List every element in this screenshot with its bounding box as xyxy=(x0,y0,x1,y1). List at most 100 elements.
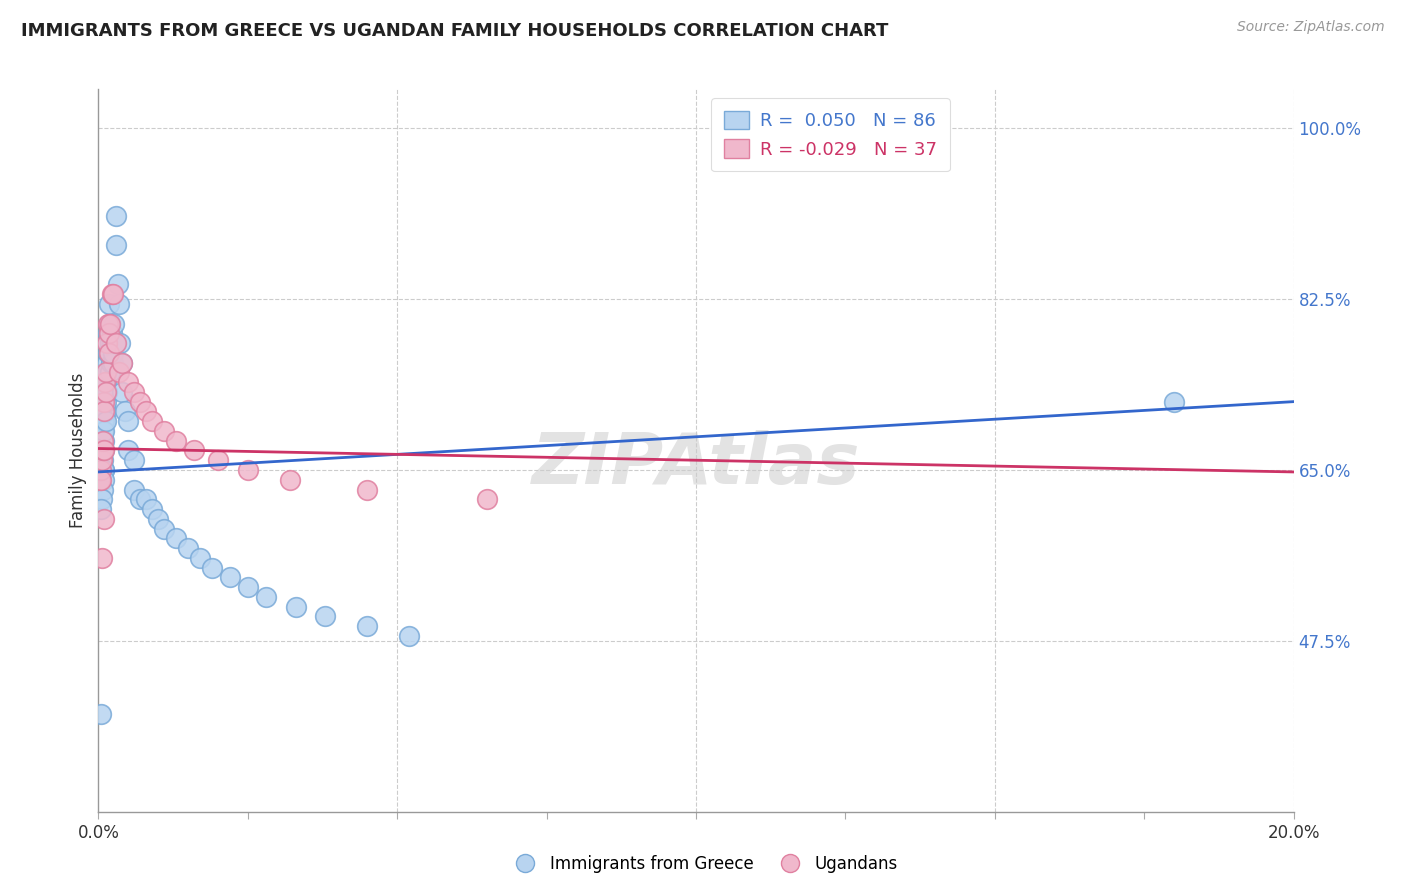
Point xyxy=(236,580,259,594)
Point xyxy=(96,384,118,399)
Point xyxy=(129,492,152,507)
Point xyxy=(98,336,122,351)
Point xyxy=(93,394,115,409)
Point xyxy=(97,346,120,360)
Point xyxy=(96,365,118,379)
Point xyxy=(117,443,139,458)
Point xyxy=(96,336,118,351)
Point xyxy=(124,483,146,497)
Point xyxy=(96,394,118,409)
Point xyxy=(93,463,115,477)
Point xyxy=(97,317,120,331)
Point xyxy=(101,355,124,369)
Point xyxy=(90,473,112,487)
Point xyxy=(1163,394,1185,409)
Point xyxy=(108,365,131,379)
Point xyxy=(124,453,146,467)
Point xyxy=(91,463,114,477)
Point xyxy=(96,414,118,428)
Point xyxy=(100,287,122,301)
Point xyxy=(107,277,129,292)
Point xyxy=(315,609,337,624)
Point xyxy=(93,473,115,487)
Point xyxy=(356,483,378,497)
Point xyxy=(94,384,117,399)
Point xyxy=(93,404,115,418)
Point xyxy=(94,365,117,379)
Point xyxy=(91,443,114,458)
Point xyxy=(165,434,187,448)
Point xyxy=(93,404,115,418)
Point xyxy=(103,317,125,331)
Point xyxy=(135,492,157,507)
Point xyxy=(103,287,125,301)
Point xyxy=(91,434,114,448)
Point xyxy=(135,404,157,418)
Point xyxy=(475,492,498,507)
Legend: Immigrants from Greece, Ugandans: Immigrants from Greece, Ugandans xyxy=(501,848,905,880)
Point xyxy=(93,404,115,418)
Point xyxy=(91,424,114,438)
Point xyxy=(108,336,131,351)
Point xyxy=(356,619,378,633)
Point xyxy=(188,550,211,565)
Point xyxy=(90,707,112,722)
Point xyxy=(94,394,117,409)
Point xyxy=(90,463,112,477)
Point xyxy=(104,336,127,351)
Point xyxy=(278,473,301,487)
Point xyxy=(103,346,125,360)
Point xyxy=(94,375,117,389)
Point xyxy=(91,443,114,458)
Point xyxy=(105,336,128,351)
Point xyxy=(91,414,114,428)
Point xyxy=(124,384,146,399)
Y-axis label: Family Households: Family Households xyxy=(69,373,87,528)
Point xyxy=(100,355,122,369)
Point xyxy=(91,453,114,467)
Point xyxy=(129,394,152,409)
Point xyxy=(93,424,115,438)
Point xyxy=(93,463,115,477)
Point xyxy=(93,512,115,526)
Point xyxy=(91,463,114,477)
Point xyxy=(141,414,163,428)
Point xyxy=(96,336,118,351)
Point xyxy=(98,326,121,341)
Point xyxy=(89,473,111,487)
Point xyxy=(111,355,134,369)
Point xyxy=(90,453,112,467)
Point xyxy=(90,443,112,458)
Point xyxy=(96,384,118,399)
Text: Source: ZipAtlas.com: Source: ZipAtlas.com xyxy=(1237,20,1385,34)
Point xyxy=(90,463,112,477)
Point xyxy=(93,384,115,399)
Point xyxy=(101,326,124,341)
Point xyxy=(93,394,115,409)
Point xyxy=(107,297,129,311)
Point xyxy=(153,424,176,438)
Point xyxy=(236,463,259,477)
Point xyxy=(98,317,122,331)
Point xyxy=(141,502,163,516)
Point xyxy=(105,209,128,223)
Point xyxy=(94,365,117,379)
Point xyxy=(96,375,118,389)
Point xyxy=(94,375,117,389)
Point xyxy=(96,355,118,369)
Point xyxy=(207,453,229,467)
Point xyxy=(98,346,121,360)
Point xyxy=(91,483,114,497)
Point xyxy=(93,434,115,448)
Point xyxy=(89,453,111,467)
Point xyxy=(97,317,120,331)
Point xyxy=(148,512,170,526)
Point xyxy=(254,590,277,604)
Point xyxy=(117,375,139,389)
Point xyxy=(97,326,120,341)
Point xyxy=(153,522,176,536)
Point xyxy=(111,384,134,399)
Point xyxy=(98,336,121,351)
Legend: R =  0.050   N = 86, R = -0.029   N = 37: R = 0.050 N = 86, R = -0.029 N = 37 xyxy=(711,98,950,171)
Point xyxy=(114,404,136,418)
